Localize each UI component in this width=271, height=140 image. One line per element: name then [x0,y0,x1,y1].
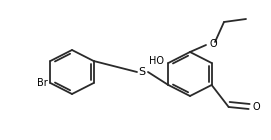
Text: HO: HO [149,56,164,66]
Text: O: O [253,102,260,112]
Text: Br: Br [37,78,47,88]
Text: S: S [138,67,146,77]
Text: O: O [210,39,218,49]
